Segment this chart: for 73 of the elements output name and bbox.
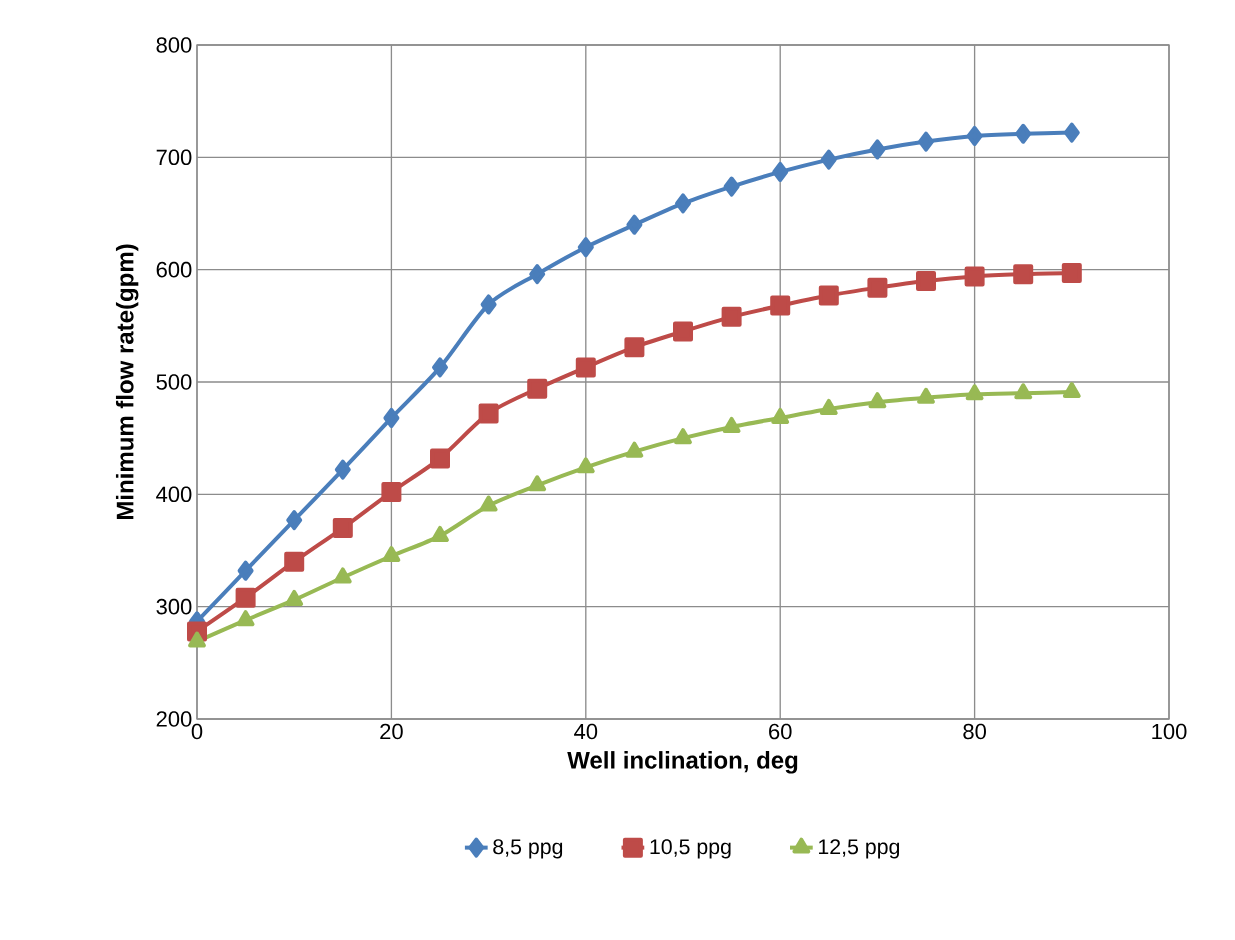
point (1063, 122, 1080, 143)
x-axis-title: Well inclination, deg (567, 751, 798, 774)
point (529, 264, 546, 285)
y-axis-title: Minimum flow rate(gpm) (115, 244, 139, 520)
y-tick-label: 400 (156, 486, 192, 503)
y-tick-label: 300 (156, 598, 192, 615)
point (868, 392, 887, 409)
point (430, 448, 450, 469)
point (478, 403, 499, 424)
x-tick-label: 80 (963, 723, 986, 740)
point (624, 337, 645, 358)
x-tick-label: 100 (1152, 723, 1187, 740)
point (576, 457, 595, 474)
point (625, 441, 644, 458)
point (867, 277, 888, 298)
point (1061, 263, 1082, 284)
point (332, 518, 353, 539)
point (1062, 382, 1081, 399)
legend-label: 10,5 ppg (650, 839, 731, 859)
x-tick-label: 0 (191, 723, 203, 740)
point (675, 193, 692, 214)
point (721, 306, 742, 327)
point (965, 384, 984, 401)
point (819, 398, 838, 415)
point (1014, 383, 1033, 400)
point (285, 589, 304, 606)
point (381, 482, 402, 503)
point (383, 407, 400, 428)
point (820, 149, 837, 170)
legend-label: 8,5 ppg (493, 839, 563, 859)
legend-label: 12,5 ppg (819, 839, 900, 859)
point (1015, 123, 1032, 144)
point (431, 525, 449, 542)
point (432, 357, 449, 378)
point (818, 285, 839, 306)
point (1013, 264, 1034, 285)
point (236, 610, 255, 627)
point (333, 567, 352, 584)
point (770, 295, 791, 316)
point (577, 237, 594, 258)
point (480, 294, 497, 315)
point (674, 428, 692, 445)
y-tick-label: 800 (156, 37, 192, 53)
y-tick-label: 200 (156, 711, 192, 727)
y-tick-label: 700 (156, 149, 192, 166)
point (286, 510, 303, 531)
x-tick-label: 60 (769, 723, 792, 740)
point (918, 131, 935, 152)
point (916, 270, 937, 291)
x-tick-label: 40 (574, 723, 598, 740)
point (527, 378, 548, 399)
point (382, 546, 401, 563)
point (722, 416, 741, 433)
point (966, 125, 983, 146)
y-tick-label: 600 (156, 261, 192, 278)
point (528, 475, 547, 492)
point (869, 139, 886, 160)
point (771, 407, 790, 424)
x-tick-label: 20 (380, 723, 403, 740)
point (626, 214, 643, 235)
point (479, 495, 498, 512)
y-tick-label: 500 (156, 374, 192, 390)
point (334, 459, 351, 480)
point (235, 587, 256, 608)
point (772, 161, 789, 182)
point (188, 631, 206, 648)
point (284, 551, 305, 572)
point (723, 176, 740, 197)
point (575, 357, 596, 378)
point (917, 387, 935, 404)
point (237, 560, 254, 581)
point (673, 321, 694, 342)
point (964, 266, 985, 287)
